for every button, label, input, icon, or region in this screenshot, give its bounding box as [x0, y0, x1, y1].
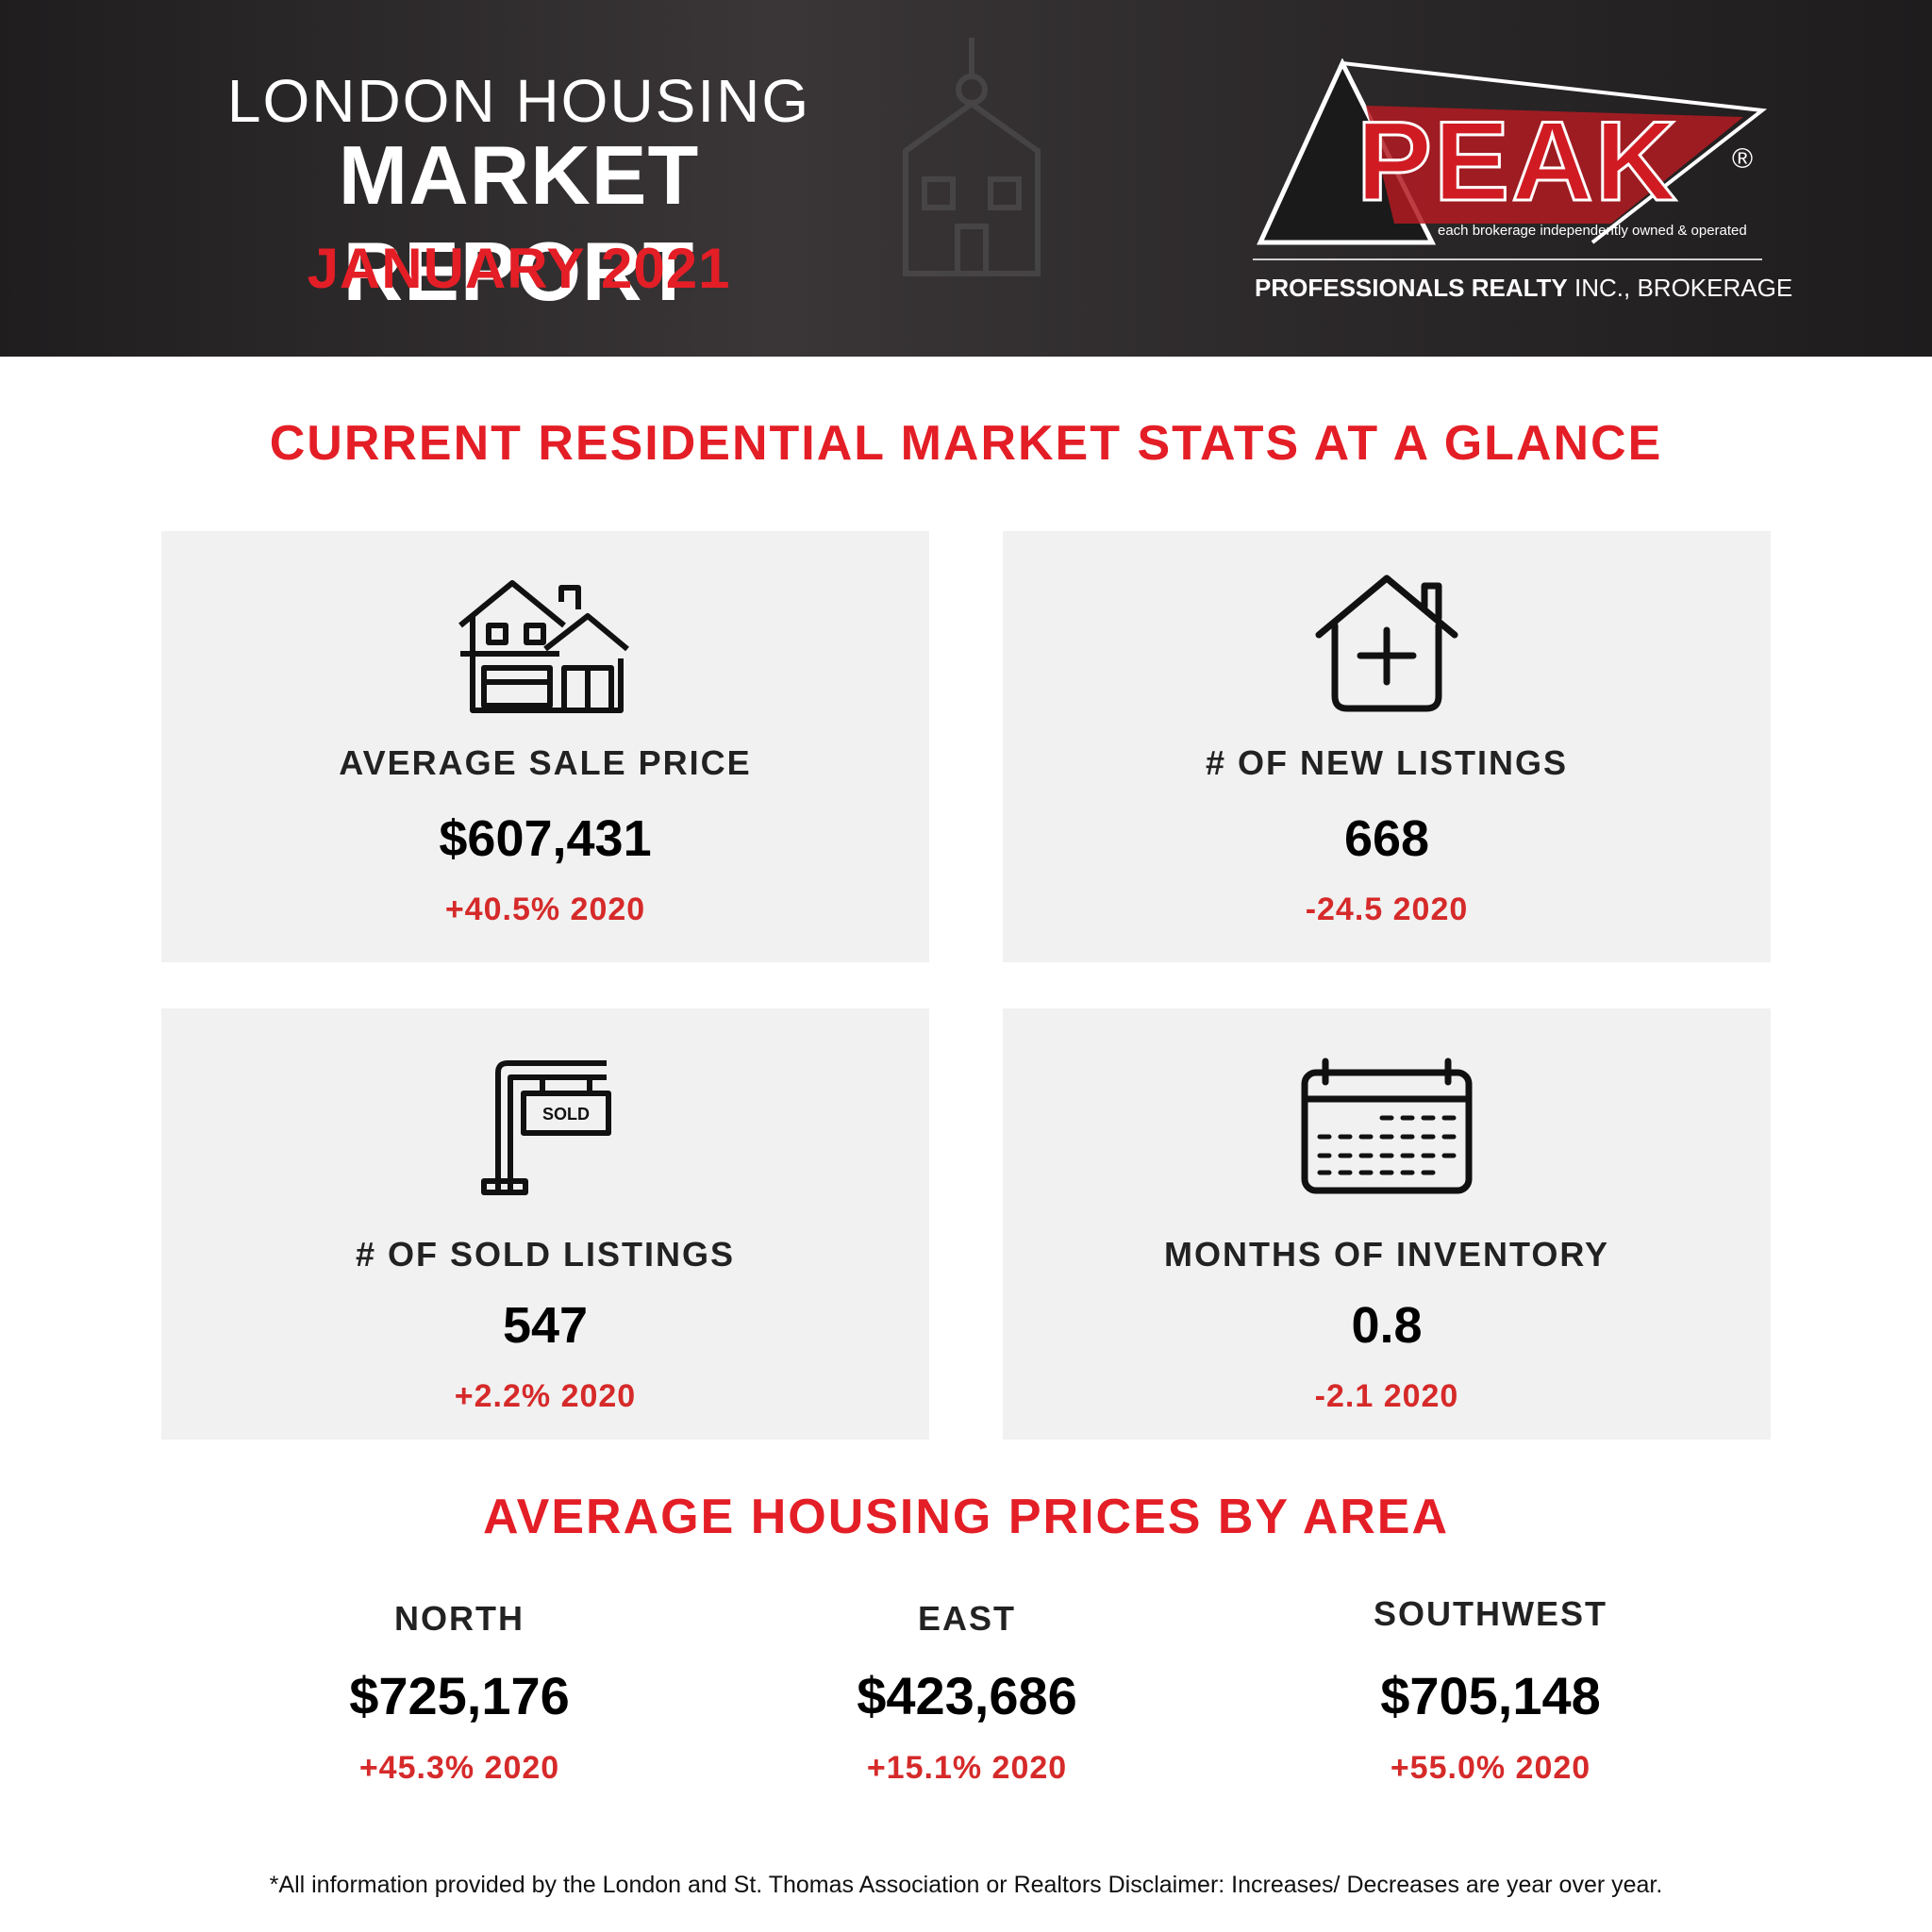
sold-sign-icon: SOLD [481, 1060, 611, 1195]
stat-change: -24.5 2020 [1305, 891, 1469, 927]
peak-logo: PEAK ® each brokerage independently owne… [1253, 58, 1792, 313]
sold-sign-text: SOLD [542, 1105, 590, 1124]
logo-divider [1253, 258, 1762, 260]
logo-subtitle-bold: PROFESSIONALS REALTY [1255, 274, 1568, 302]
house-plus-icon [1315, 575, 1458, 712]
report-title-line1: LONDON HOUSING [226, 67, 811, 135]
calendar-icon [1301, 1058, 1473, 1194]
area-change: +15.1% 2020 [866, 1750, 1068, 1786]
registered-mark: ® [1732, 143, 1754, 175]
stat-value: 668 [1343, 810, 1430, 867]
area-change: +55.0% 2020 [1390, 1750, 1591, 1786]
stat-change: +40.5% 2020 [444, 891, 646, 927]
stat-label: MONTHS OF INVENTORY [1163, 1235, 1610, 1274]
footer-disclaimer: *All information provided by the London … [269, 1872, 1663, 1898]
logo-subtitle: PROFESSIONALS REALTY INC., BROKERAGE [1255, 274, 1792, 303]
area-name: EAST [917, 1599, 1016, 1638]
stat-card-average-sale-price: AVERAGE SALE PRICE $607,431 +40.5% 2020 [161, 531, 929, 962]
report-title-line2: MARKET REPORT [338, 128, 700, 318]
area-price: $725,176 [349, 1666, 570, 1725]
logo-tagline: each brokerage independently owned & ope… [1438, 223, 1747, 239]
stat-card-new-listings: # OF NEW LISTINGS 668 -24.5 2020 [1003, 531, 1771, 962]
area-price: $705,148 [1380, 1666, 1601, 1725]
house-icon [458, 580, 629, 713]
areas-title: AVERAGE HOUSING PRICES BY AREA [482, 1490, 1450, 1544]
stat-card-sold-listings: SOLD # OF SOLD LISTINGS 547 +2.2% 2020 [161, 1008, 929, 1440]
stat-change: -2.1 2020 [1314, 1378, 1459, 1414]
area-change: +45.3% 2020 [358, 1750, 560, 1786]
stat-value: 0.8 [1351, 1297, 1423, 1354]
stats-title: CURRENT RESIDENTIAL MARKET STATS AT A GL… [269, 416, 1663, 471]
area-name: NORTH [394, 1599, 525, 1638]
stat-change: +2.2% 2020 [454, 1378, 637, 1414]
stat-card-months-of-inventory: MONTHS OF INVENTORY 0.8 -2.1 2020 [1003, 1008, 1771, 1440]
header-banner: LONDON HOUSING MARKET REPORT JANUARY 202… [0, 0, 1932, 357]
logo-name: PEAK [1355, 97, 1679, 226]
peak-triangle-icon [1257, 58, 1768, 245]
area-name: SOUTHWEST [1374, 1594, 1607, 1633]
stat-label: # OF SOLD LISTINGS [355, 1235, 736, 1274]
house-keychain-icon [903, 38, 1041, 276]
area-price: $423,686 [857, 1666, 1077, 1725]
report-date: JANUARY 2021 [307, 237, 731, 300]
stat-label: # OF NEW LISTINGS [1205, 743, 1568, 782]
stat-value: 547 [502, 1297, 589, 1354]
stat-label: AVERAGE SALE PRICE [339, 743, 752, 782]
logo-subtitle-rest: INC., BROKERAGE [1567, 274, 1793, 302]
stat-value: $607,431 [439, 810, 652, 867]
